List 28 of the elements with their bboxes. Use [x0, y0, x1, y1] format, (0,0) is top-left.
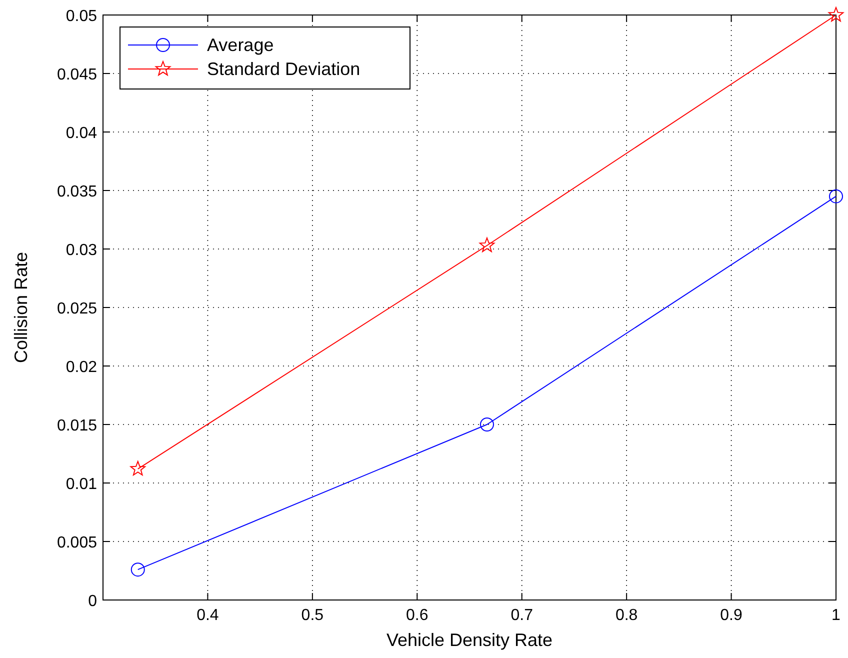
y-tick-label: 0.045 [56, 66, 98, 84]
x-tick-label: 1 [832, 607, 841, 624]
y-tick-label: 0.005 [56, 534, 98, 552]
y-tick-label: 0.025 [56, 300, 98, 318]
x-tick-label: 0.8 [615, 607, 638, 624]
point [828, 7, 844, 22]
point [829, 189, 843, 204]
x-tick-label: 0.5 [301, 607, 324, 624]
y-tick-label: 0 [88, 593, 98, 610]
legend-label: Average [207, 35, 274, 55]
point [130, 562, 145, 577]
point [480, 418, 494, 432]
y-axis-title: Collision Rate [11, 252, 31, 364]
x-tick-label: 0.6 [406, 607, 428, 624]
y-tick-label: 0.015 [56, 418, 98, 434]
x-tick-label: 0.4 [196, 607, 219, 624]
y-tick-label: 0.05 [66, 8, 98, 25]
y-tick-label: 0.035 [56, 184, 98, 200]
y-tick-label: 0.03 [66, 242, 98, 259]
x-tick-label: 0.7 [510, 607, 534, 624]
y-tick-label: 0.04 [66, 125, 98, 142]
point [479, 237, 495, 252]
point [130, 460, 146, 476]
y-tick-label: 0.01 [66, 476, 98, 493]
x-axis-title: Vehicle Density Rate [386, 630, 553, 650]
legend-label: Standard Deviation [207, 59, 360, 79]
x-tick-label: 0.9 [720, 607, 743, 624]
y-tick-label: 0.02 [66, 359, 98, 376]
